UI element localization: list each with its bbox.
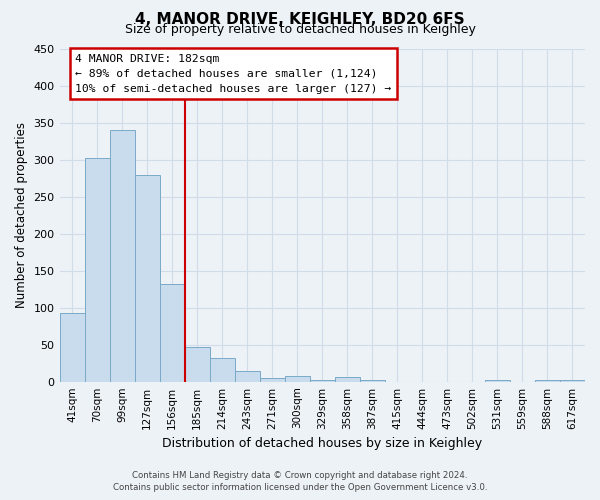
Bar	[285, 376, 310, 382]
Bar	[110, 130, 134, 382]
Bar	[560, 380, 585, 382]
Text: Size of property relative to detached houses in Keighley: Size of property relative to detached ho…	[125, 22, 475, 36]
Bar	[134, 174, 160, 382]
Bar	[209, 358, 235, 382]
Bar	[59, 313, 85, 382]
Bar	[485, 380, 510, 382]
Bar	[185, 347, 209, 382]
X-axis label: Distribution of detached houses by size in Keighley: Distribution of detached houses by size …	[162, 437, 482, 450]
Bar	[360, 380, 385, 382]
Bar	[85, 158, 110, 382]
Bar	[310, 380, 335, 382]
Text: Contains HM Land Registry data © Crown copyright and database right 2024.
Contai: Contains HM Land Registry data © Crown c…	[113, 471, 487, 492]
Text: 4 MANOR DRIVE: 182sqm
← 89% of detached houses are smaller (1,124)
10% of semi-d: 4 MANOR DRIVE: 182sqm ← 89% of detached …	[76, 54, 392, 94]
Text: 4, MANOR DRIVE, KEIGHLEY, BD20 6FS: 4, MANOR DRIVE, KEIGHLEY, BD20 6FS	[135, 12, 465, 28]
Bar	[535, 380, 560, 382]
Bar	[260, 378, 285, 382]
Bar	[335, 376, 360, 382]
Y-axis label: Number of detached properties: Number of detached properties	[15, 122, 28, 308]
Bar	[235, 372, 260, 382]
Bar	[160, 284, 185, 382]
